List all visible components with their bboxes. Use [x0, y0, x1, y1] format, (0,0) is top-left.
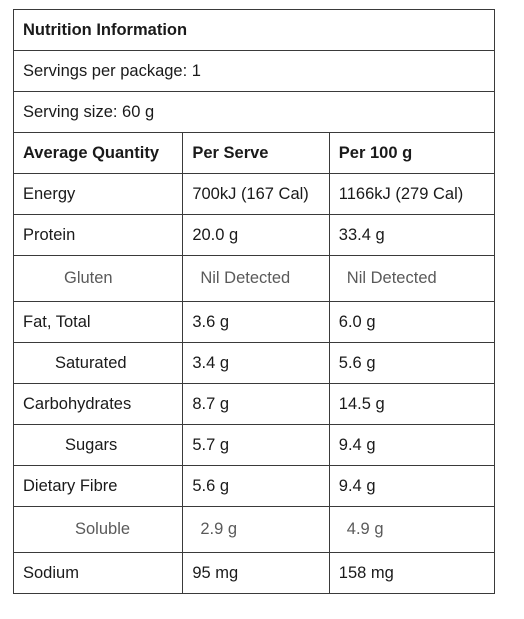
table-row: Dietary Fibre 5.6 g 9.4 g [12, 465, 496, 507]
nutrient-name: Protein [12, 214, 184, 256]
title-row: Nutrition Information [13, 9, 495, 51]
nutrient-name: Carbohydrates [12, 383, 184, 425]
nutrient-name: Fat, Total [12, 301, 184, 343]
header-average-quantity: Average Quantity [12, 132, 184, 174]
per-100g-value: 5.6 g [328, 342, 496, 384]
per-serve-value: 3.6 g [182, 301, 330, 343]
header-per-serve: Per Serve [182, 132, 330, 174]
per-serve-value: 700kJ (167 Cal) [182, 173, 330, 215]
table-row: Fat, Total 3.6 g 6.0 g [12, 301, 496, 343]
table-row: Carbohydrates 8.7 g 14.5 g [12, 383, 496, 425]
per-100g-value: 4.9 g [328, 506, 496, 553]
per-100g-value: 33.4 g [328, 214, 496, 256]
per-100g-value: 1166kJ (279 Cal) [328, 173, 496, 215]
per-100g-value: 9.4 g [328, 424, 496, 466]
header-per-100g: Per 100 g [328, 132, 496, 174]
nutrition-information-table: Nutrition Information Servings per packa… [12, 9, 496, 594]
nutrient-name: Dietary Fibre [12, 465, 184, 507]
per-serve-value: 5.6 g [182, 465, 330, 507]
nutrient-name: Sugars [12, 424, 184, 466]
nutrient-name: Energy [12, 173, 184, 215]
nutrient-name: Soluble [12, 506, 184, 553]
per-100g-value: 158 mg [328, 552, 496, 594]
table-row: Protein 20.0 g 33.4 g [12, 214, 496, 256]
per-100g-value: 6.0 g [328, 301, 496, 343]
per-100g-value: 9.4 g [328, 465, 496, 507]
serving-size: Serving size: 60 g [13, 91, 495, 133]
header-row: Average Quantity Per Serve Per 100 g [12, 132, 496, 174]
table-row: Soluble 2.9 g 4.9 g [12, 506, 496, 553]
serving-size-row: Serving size: 60 g [13, 91, 495, 133]
per-serve-value: Nil Detected [182, 255, 330, 302]
table-row: Energy 700kJ (167 Cal) 1166kJ (279 Cal) [12, 173, 496, 215]
per-100g-value: 14.5 g [328, 383, 496, 425]
table-row: Gluten Nil Detected Nil Detected [12, 255, 496, 302]
table-title: Nutrition Information [13, 9, 495, 51]
nutrient-name: Saturated [12, 342, 184, 384]
table-row: Sugars 5.7 g 9.4 g [12, 424, 496, 466]
per-100g-value: Nil Detected [328, 255, 496, 302]
table-row: Sodium 95 mg 158 mg [12, 552, 496, 594]
nutrient-name: Sodium [12, 552, 184, 594]
per-serve-value: 5.7 g [182, 424, 330, 466]
per-serve-value: 2.9 g [182, 506, 330, 553]
per-serve-value: 20.0 g [182, 214, 330, 256]
table-row: Saturated 3.4 g 5.6 g [12, 342, 496, 384]
nutrient-name: Gluten [12, 255, 184, 302]
per-serve-value: 8.7 g [182, 383, 330, 425]
per-serve-value: 3.4 g [182, 342, 330, 384]
per-serve-value: 95 mg [182, 552, 330, 594]
servings-row: Servings per package: 1 [13, 50, 495, 92]
servings-per-package: Servings per package: 1 [13, 50, 495, 92]
